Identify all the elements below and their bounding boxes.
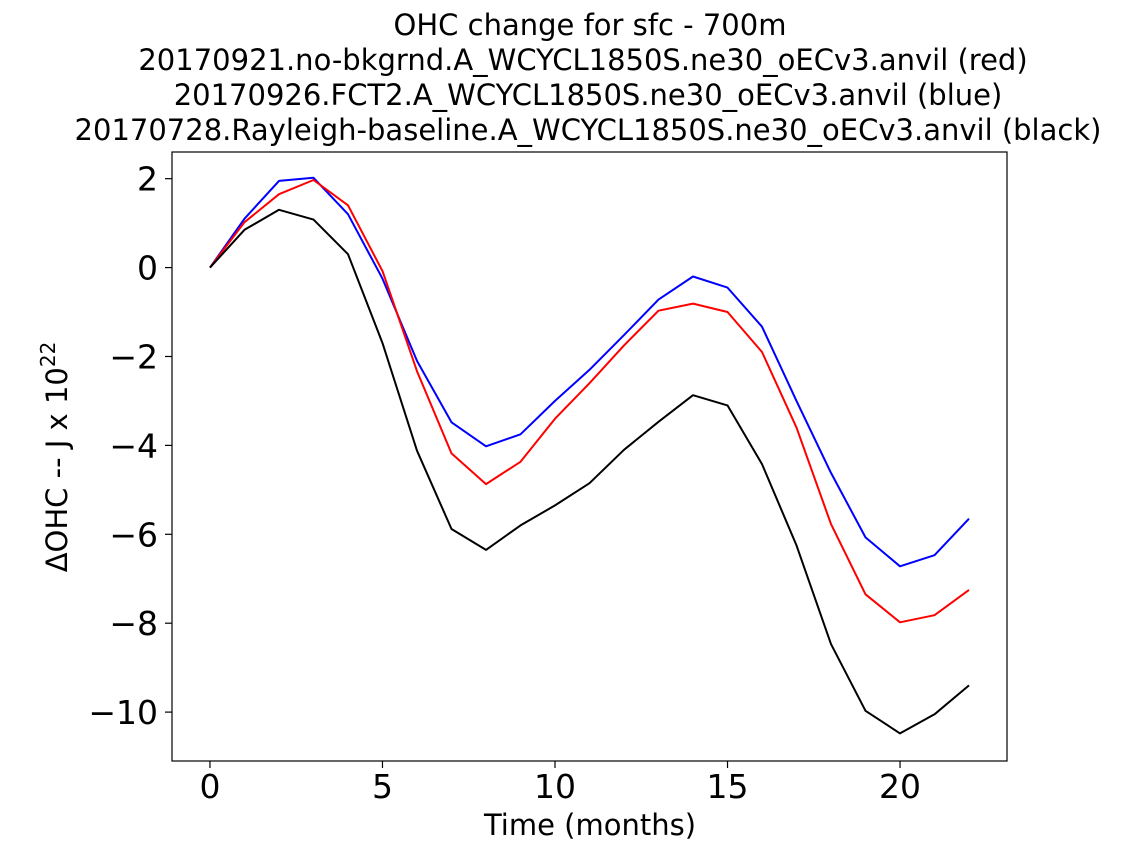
y-tick-label-2: −2: [109, 337, 158, 376]
series-layer: [209, 176, 970, 735]
y-tick-label-5: −8: [109, 604, 158, 643]
x-axis-label: Time (months): [483, 808, 696, 842]
y-tick-label-3: −4: [109, 426, 158, 465]
x-tick-label-0: 0: [199, 767, 220, 806]
y-axis-label-main: ΔOHC -- J x 10: [40, 367, 74, 572]
x-tick-label-1: 5: [372, 767, 393, 806]
title-line-3: 20170926.FCT2.A_WCYCL1850S.ne30_oECv3.an…: [174, 78, 1003, 112]
y-tick-label-4: −6: [109, 515, 158, 554]
x-tick-label-3: 15: [707, 767, 749, 806]
series-line-1: [209, 176, 970, 568]
x-tick-label-4: 20: [879, 767, 921, 806]
y-axis-label-exponent: 22: [36, 342, 60, 367]
chart-title: OHC change for sfc - 700m 20170921.no-bk…: [75, 8, 1102, 147]
y-tick-label-6: −10: [88, 693, 158, 732]
title-line-4: 20170728.Rayleigh-baseline.A_WCYCL1850S.…: [75, 113, 1102, 147]
y-axis-ticks: 2 0 −2 −4 −6 −8 −10: [88, 160, 172, 732]
y-axis-label: ΔOHC -- J x 1022: [36, 342, 74, 573]
y-tick-label-0: 2: [137, 160, 158, 199]
title-line-2: 20170921.no-bkgrnd.A_WCYCL1850S.ne30_oEC…: [138, 43, 1027, 77]
x-tick-label-2: 10: [534, 767, 576, 806]
y-tick-label-1: 0: [137, 249, 158, 288]
plot-frame: [171, 151, 1008, 762]
x-axis-ticks: 0 5 10 15 20: [199, 761, 921, 806]
title-line-1: OHC change for sfc - 700m: [394, 8, 787, 42]
plot-area-background: [172, 152, 1007, 761]
series-line-2: [209, 179, 970, 624]
series-line-3: [209, 208, 970, 735]
